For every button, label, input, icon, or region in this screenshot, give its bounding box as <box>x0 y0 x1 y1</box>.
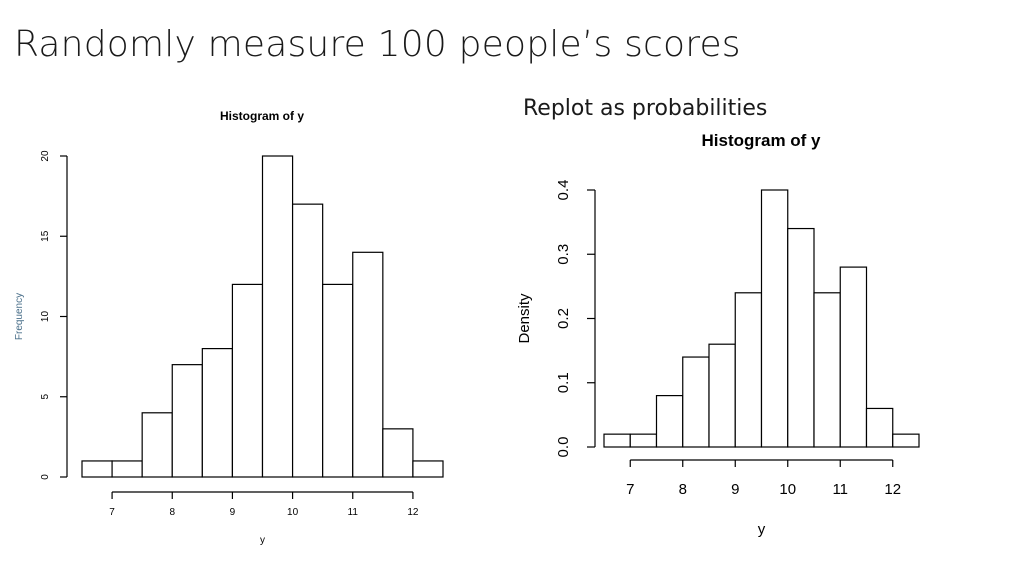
histogram-bar <box>682 356 710 448</box>
x-tick-label: 12 <box>407 507 419 518</box>
y-tick-label: 0.0 <box>555 437 572 458</box>
y-tick-label: 0.1 <box>555 372 572 393</box>
histogram-bar <box>734 292 763 448</box>
histogram-bar <box>261 155 294 478</box>
histogram-bar <box>322 283 354 478</box>
x-tick-label: 12 <box>884 481 901 498</box>
y-tick-label: 0.2 <box>555 308 572 329</box>
y-tick-label: 10 <box>40 311 51 323</box>
x-tick-label: 9 <box>731 481 739 498</box>
slide-title: Randomly measure 100 people’s scores <box>14 24 741 65</box>
histogram-bar <box>382 428 414 478</box>
chart-title: Histogram of y <box>701 131 821 150</box>
histogram-bar <box>865 407 894 448</box>
y-tick-label: 15 <box>40 230 51 242</box>
histogram-bar <box>352 251 384 478</box>
slide-subtitle: Replot as probabilities <box>523 96 768 121</box>
x-axis-label: y <box>260 535 265 546</box>
x-tick-label: 11 <box>348 507 359 518</box>
histogram-bar <box>787 227 815 448</box>
histogram-bar <box>839 266 868 448</box>
x-tick-label: 8 <box>679 481 687 498</box>
x-tick-label: 7 <box>109 507 115 518</box>
y-tick-label: 0 <box>40 474 51 480</box>
x-tick-label: 10 <box>779 481 796 498</box>
histogram-bar <box>201 348 234 478</box>
histogram-bar <box>760 189 789 448</box>
y-axis-label: Density <box>516 293 533 344</box>
y-tick-label: 5 <box>40 394 51 400</box>
y-tick-label: 20 <box>40 150 51 162</box>
y-tick-label: 0.4 <box>555 180 572 201</box>
x-tick-label: 11 <box>832 481 848 498</box>
chart-title: Histogram of y <box>220 109 304 123</box>
x-tick-label: 8 <box>169 507 175 518</box>
histogram-bar <box>708 343 736 448</box>
histogram-bar <box>813 292 841 448</box>
x-tick-label: 10 <box>287 507 299 518</box>
y-tick-label: 0.3 <box>555 244 572 265</box>
y-axis-label: Frequency <box>14 293 25 340</box>
x-axis-label: y <box>758 521 766 538</box>
histogram-bar <box>412 460 444 478</box>
x-tick-label: 9 <box>230 507 236 518</box>
histogram-bar <box>141 412 173 478</box>
histogram-bar <box>655 395 684 448</box>
histogram-bar <box>603 433 631 448</box>
histogram-bar <box>892 433 920 448</box>
histogram-bar <box>629 433 658 448</box>
x-tick-label: 7 <box>626 481 634 498</box>
